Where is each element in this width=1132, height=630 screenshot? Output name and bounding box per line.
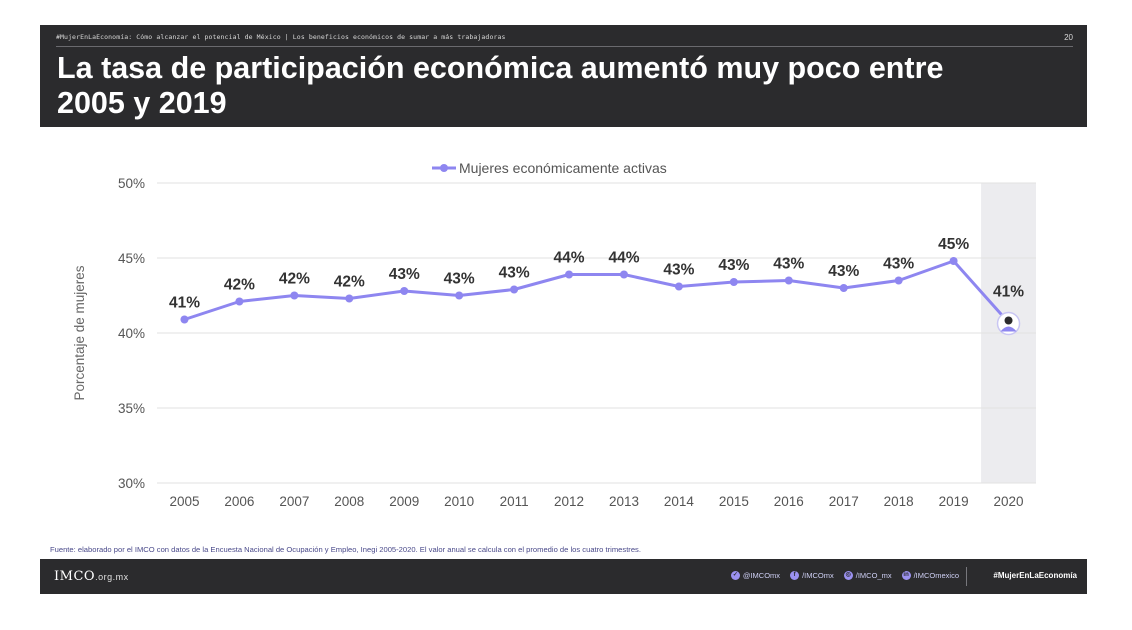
facebook-icon: f [790, 571, 800, 580]
avatar-body [1000, 326, 1017, 332]
x-tick-label: 2007 [279, 494, 309, 509]
linkedin-icon: in [901, 571, 911, 580]
footer-hashtag: #MujerEnLaEconomía [993, 571, 1077, 580]
source-note: Fuente: elaborado por el IMCO con datos … [50, 545, 641, 554]
data-point [784, 276, 793, 285]
y-tick-label: 35% [118, 401, 145, 416]
x-tick-label: 2010 [444, 494, 474, 509]
x-tick-label: 2013 [609, 494, 639, 509]
x-tick-label: 2015 [719, 494, 749, 509]
data-point [674, 282, 683, 291]
series-line [184, 259, 1010, 324]
x-tick-label: 2019 [939, 494, 969, 509]
social-links: ✓ @IMCOmx f/IMCOmx ◎/IMCO_mx in/IMCOmexico [730, 571, 959, 580]
data-label: 43% [499, 265, 530, 282]
x-tick-label: 2014 [664, 494, 695, 509]
data-point [839, 284, 848, 292]
logo-text: IMCO [54, 569, 96, 584]
y-tick-label: 50% [118, 176, 145, 191]
data-point [345, 294, 354, 303]
avatar-head [1004, 316, 1013, 325]
data-label: 42% [334, 274, 365, 291]
data-label: 43% [828, 263, 859, 280]
data-label: 43% [718, 257, 749, 274]
report-topline: #MujerEnLaEconomía: Cómo alcanzar el pot… [56, 33, 506, 41]
y-tick-label: 30% [118, 476, 145, 491]
social-label: @IMCOmx [742, 571, 781, 580]
social-link-twitter[interactable]: ✓ @IMCOmx [730, 571, 781, 580]
data-point [400, 287, 409, 295]
data-label: 44% [608, 250, 639, 267]
data-point [180, 315, 189, 324]
data-label: 44% [554, 250, 585, 267]
data-point [510, 285, 519, 294]
data-label: 43% [389, 266, 420, 283]
data-point [894, 276, 903, 285]
data-point [949, 257, 958, 265]
social-label: /IMCOmx [802, 571, 834, 580]
legend-marker [440, 164, 448, 172]
x-tick-label: 2009 [389, 494, 419, 509]
footer-bar: IMCO.org.mx ✓ @IMCOmx f/IMCOmx ◎/IMCO_mx in /… [40, 559, 1087, 594]
x-tick-label: 2005 [169, 494, 199, 509]
instagram-icon: ◎ [843, 571, 853, 580]
footer-divider [966, 567, 967, 586]
social-link-instagram[interactable]: ◎/IMCO_mx [843, 571, 892, 580]
x-tick-label: 2011 [500, 494, 529, 509]
social-label: /IMCOmexico [913, 571, 959, 580]
data-point [290, 291, 299, 300]
data-label: 41% [169, 295, 200, 312]
data-label: 42% [279, 271, 310, 288]
logo-domain: .org.mx [95, 572, 129, 582]
x-tick-label: 2006 [224, 494, 254, 509]
social-link-linkedin[interactable]: in/IMCOmexico [901, 571, 959, 580]
x-tick-label: 2017 [829, 494, 859, 509]
line-chart: 30% 35% 40% 45% 50% 2005 2006 2007 2008 2009 2010 2… [72, 160, 1036, 509]
social-label: /IMCO_mx [855, 571, 892, 580]
data-point [455, 291, 464, 300]
y-tick-label: 40% [118, 326, 145, 341]
data-label: 43% [773, 256, 804, 273]
header-rule [56, 46, 1073, 47]
x-tick-label: 2018 [884, 494, 914, 509]
data-label: 43% [883, 256, 914, 273]
data-label: 41% [993, 284, 1024, 301]
x-tick-label: 2020 [994, 494, 1024, 509]
data-point [619, 270, 628, 279]
x-tick-label: 2008 [334, 494, 364, 509]
data-label: 42% [224, 277, 255, 294]
page-title: La tasa de participación económica aumen… [57, 51, 944, 120]
y-tick-label: 45% [118, 251, 145, 266]
data-label: 43% [444, 271, 475, 288]
y-axis-title: Porcentaje de mujeres [72, 265, 87, 400]
data-point [729, 278, 738, 286]
imco-logo: IMCO.org.mx [54, 569, 129, 584]
data-label: 45% [938, 236, 969, 253]
page-number: 20 [1064, 33, 1073, 42]
x-tick-label: 2012 [554, 494, 584, 509]
twitter-icon: ✓ [730, 571, 740, 580]
data-point [565, 270, 574, 279]
legend-label: Mujeres económicamente activas [459, 160, 667, 176]
data-label: 43% [663, 262, 694, 279]
header-banner: #MujerEnLaEconomía: Cómo alcanzar el pot… [40, 25, 1087, 127]
social-link-facebook[interactable]: f/IMCOmx [790, 571, 834, 580]
data-point [235, 297, 244, 306]
x-tick-label: 2016 [774, 494, 804, 509]
